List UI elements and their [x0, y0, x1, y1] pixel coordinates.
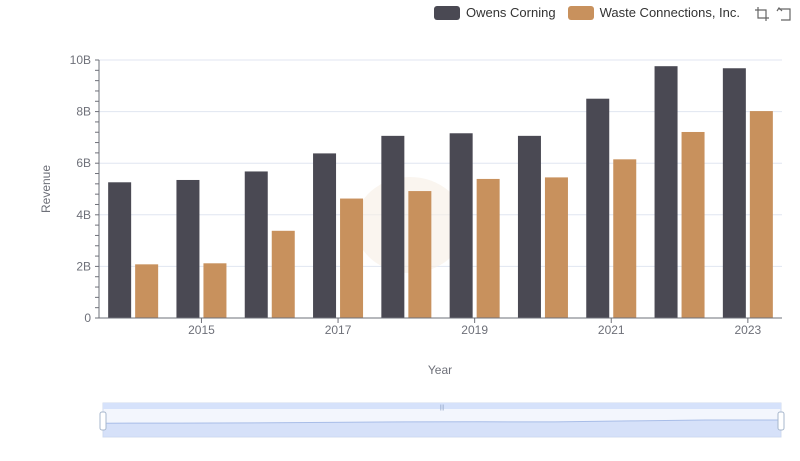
zoom-preview-area [103, 420, 781, 437]
bar [271, 230, 295, 318]
legend-swatch [433, 5, 460, 20]
y-axis: 0 2B 4B 6B 8B 10B [70, 53, 100, 325]
bar [135, 264, 159, 318]
bar [313, 153, 337, 318]
bar [340, 198, 364, 318]
zoom-top-bar [103, 403, 781, 409]
x-axis-title: Year [428, 363, 452, 377]
legend: Owens Corning Waste Connections, Inc. [433, 5, 740, 20]
bar [749, 111, 773, 318]
zoom-icon[interactable] [754, 6, 770, 22]
legend-label: Waste Connections, Inc. [599, 5, 740, 20]
x-tick-label: 2015 [188, 323, 215, 337]
bar [681, 131, 705, 318]
zoom-preview-line [102, 419, 781, 424]
x-tick-label: 2019 [461, 323, 488, 337]
bars [108, 66, 773, 318]
bar [408, 191, 432, 318]
bar [176, 179, 200, 318]
bar [722, 68, 746, 318]
legend-item-waste-connections[interactable]: Waste Connections, Inc. [567, 5, 740, 20]
bar [476, 178, 500, 318]
bar [381, 135, 405, 318]
y-axis-title: Revenue [39, 165, 53, 213]
zoom-handle [99, 411, 107, 431]
bar [449, 133, 473, 318]
x-tick-label: 2017 [325, 323, 352, 337]
y-tick-label: 4B [76, 208, 91, 222]
y-tick-label: 6B [76, 156, 91, 170]
zoom-handle [777, 411, 785, 431]
grid-lines [99, 59, 782, 319]
legend-label: Owens Corning [465, 5, 556, 20]
bar [203, 263, 227, 318]
legend-swatch [567, 5, 594, 20]
bar [613, 159, 637, 318]
bar [544, 177, 568, 318]
x-tick-label: 2023 [734, 323, 761, 337]
legend-item-owens-corning[interactable]: Owens Corning [433, 5, 556, 20]
toolbox [754, 6, 792, 22]
x-axis: 2015 2017 2019 2021 2023 [99, 317, 782, 337]
zoom-grip: ||| [440, 405, 445, 411]
bar [586, 98, 610, 318]
y-tick-label: 2B [76, 259, 91, 273]
bar [244, 171, 268, 318]
y-tick-label: 8B [76, 105, 91, 119]
restore-icon[interactable] [776, 6, 792, 22]
bar [654, 66, 678, 318]
data-zoom-slider[interactable]: ||| [99, 402, 785, 438]
y-tick-label: 0 [84, 311, 91, 325]
x-tick-label: 2021 [598, 323, 625, 337]
bar [517, 135, 541, 318]
bar [108, 182, 132, 318]
y-tick-label: 10B [70, 53, 91, 67]
